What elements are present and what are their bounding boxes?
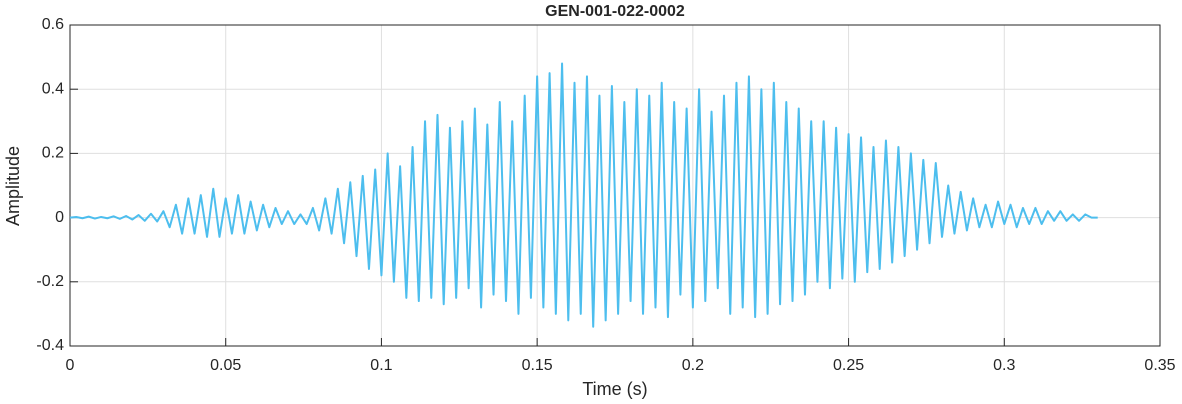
x-tick-label: 0.2 xyxy=(682,357,704,374)
x-tick-label: 0.1 xyxy=(370,357,392,374)
y-tick-label: 0.6 xyxy=(42,16,64,33)
chart-title: GEN-001-022-0002 xyxy=(545,3,685,20)
x-tick-label: 0.15 xyxy=(522,357,553,374)
y-tick-label: 0.4 xyxy=(42,80,64,97)
x-tick-label: 0.3 xyxy=(993,357,1015,374)
x-axis-label: Time (s) xyxy=(582,379,647,399)
y-tick-label: 0.2 xyxy=(42,145,64,162)
x-tick-label: 0.35 xyxy=(1144,357,1175,374)
y-tick-label: -0.2 xyxy=(36,273,64,290)
y-tick-label: 0 xyxy=(55,209,64,226)
x-tick-label: 0 xyxy=(66,357,75,374)
x-tick-label: 0.05 xyxy=(210,357,241,374)
y-tick-label: -0.4 xyxy=(36,337,64,354)
x-tick-label: 0.25 xyxy=(833,357,864,374)
waveform-line xyxy=(69,62,1098,328)
y-axis-label: Amplitude xyxy=(3,146,23,226)
plot-frame xyxy=(69,24,1161,347)
